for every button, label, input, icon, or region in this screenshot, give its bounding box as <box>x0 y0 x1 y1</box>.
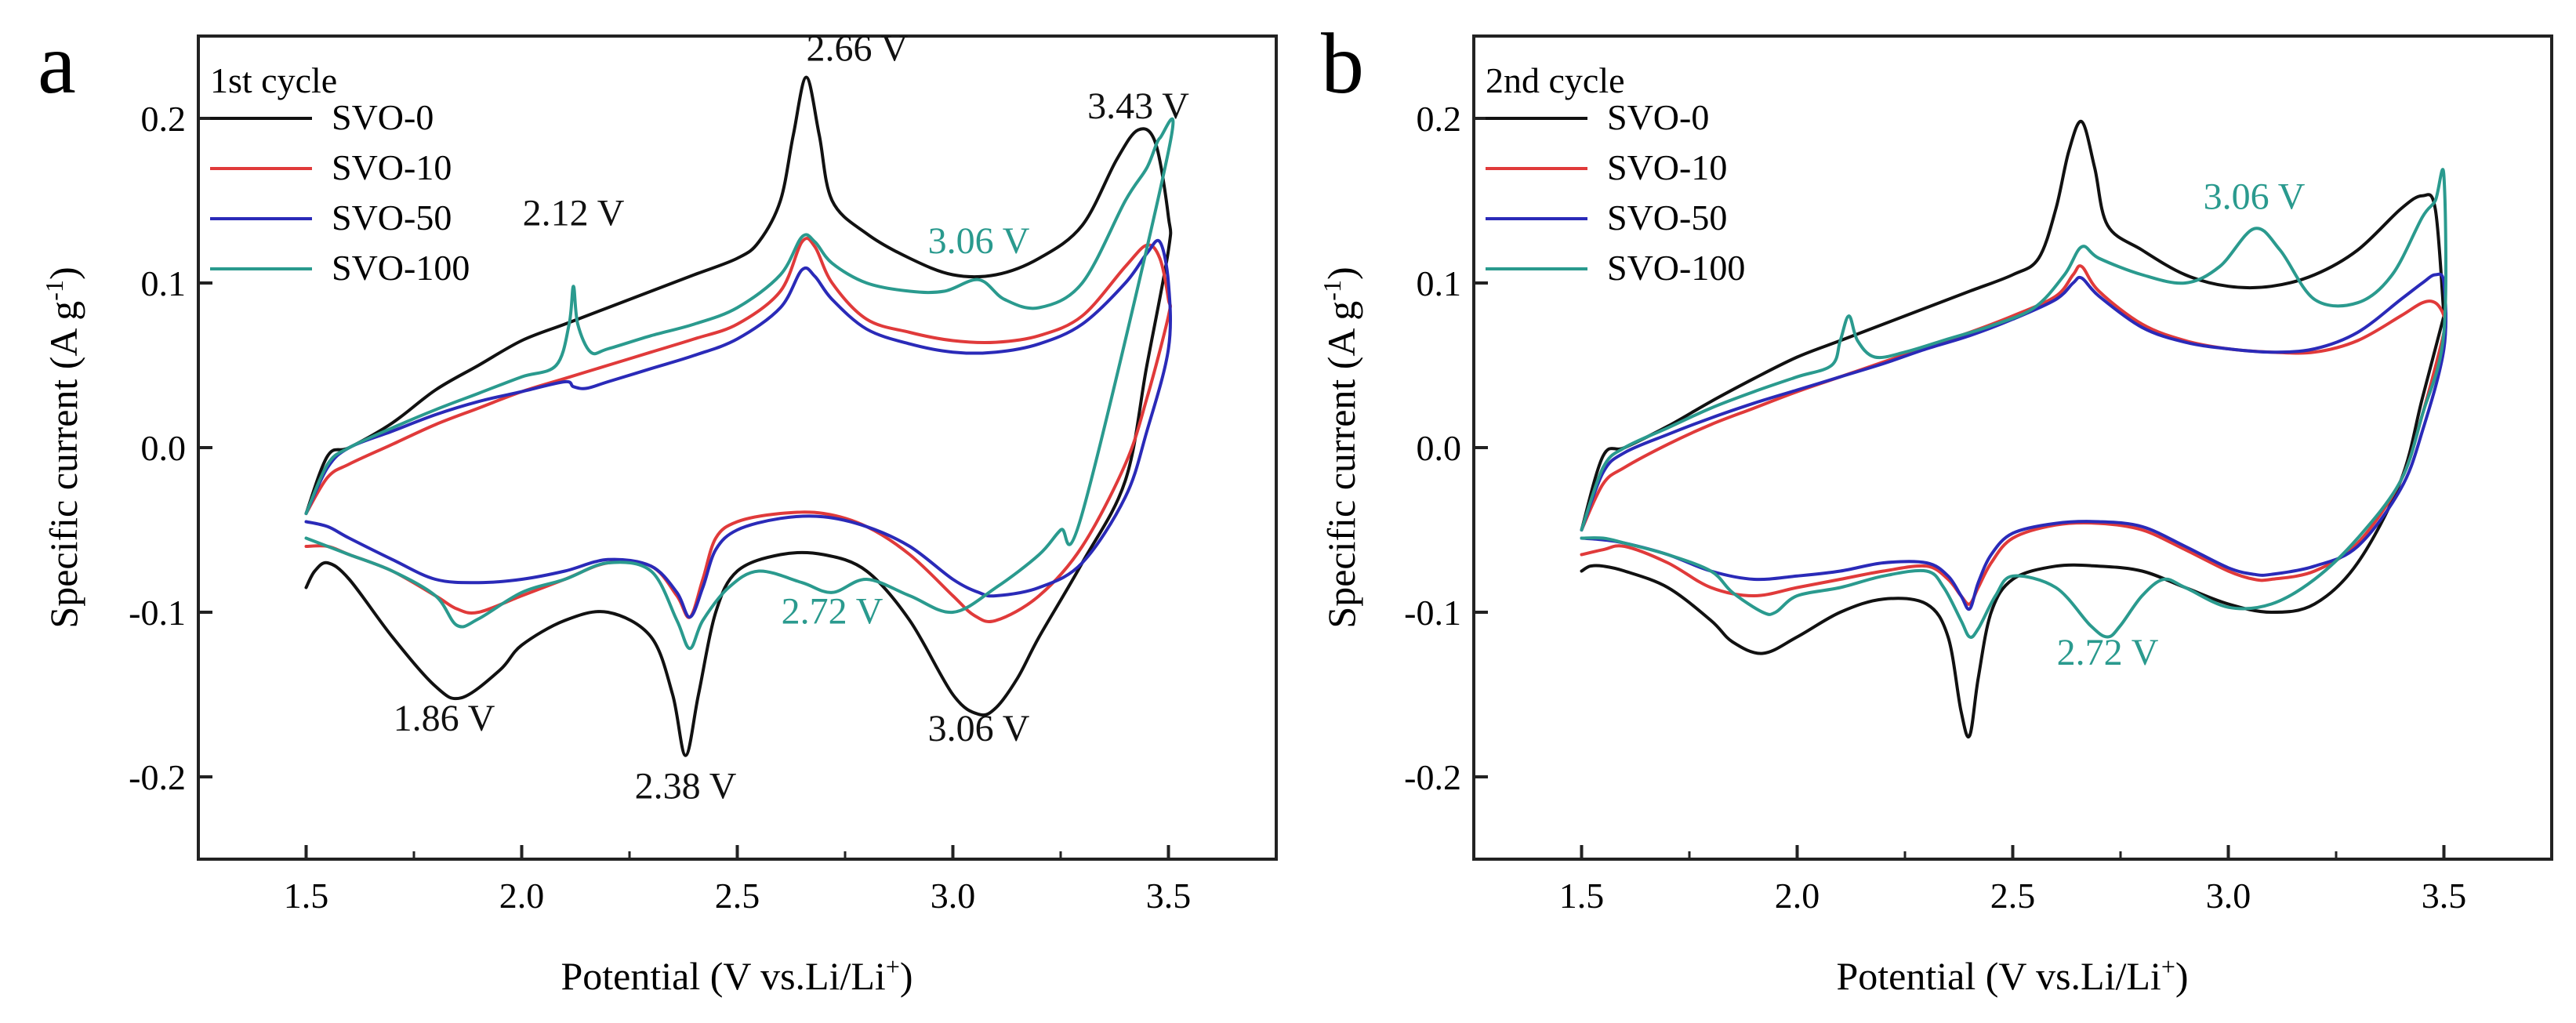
x-tick-label: 3.5 <box>1146 876 1192 916</box>
y-tick-label: -0.1 <box>1404 593 1461 633</box>
panel-b-x-axis-title: Potential (V vs.Li/Li+) <box>1836 952 2188 998</box>
panel-b-letter: b <box>1321 16 1364 111</box>
legend-label-svo-10: SVO-10 <box>332 147 452 187</box>
y-tick-label: 0.2 <box>1417 99 1462 139</box>
panel-a-curves <box>304 75 1175 757</box>
peak-annotation: 3.06 V <box>2204 176 2306 218</box>
x-tick-label: 1.5 <box>1559 876 1605 916</box>
legend-label-svo-50: SVO-50 <box>1607 198 1727 238</box>
panel-a-x-axis-title: Potential (V vs.Li/Li+) <box>561 952 912 998</box>
panel-a-legend: 1st cycle SVO-0 SVO-10 SVO-50 SVO-100 <box>210 60 470 288</box>
x-tick-label: 1.5 <box>284 876 329 916</box>
y-tick-label: 0.2 <box>141 99 187 139</box>
y-tick-label: -0.2 <box>1404 757 1461 797</box>
panel-b-curves <box>1580 120 2448 739</box>
panel-a-x-axis: 1.5 2.0 2.5 3.0 3.5 <box>197 845 1278 916</box>
panel-b-legend: 2nd cycle SVO-0 SVO-10 SVO-50 SVO-100 <box>1486 60 1745 288</box>
legend-label-svo-100: SVO-100 <box>1607 248 1745 288</box>
panel-a-letter: a <box>38 16 76 111</box>
panel-b-annotations: 3.06 V 2.72 V <box>2057 176 2306 674</box>
panel-a-legend-title: 1st cycle <box>210 60 337 100</box>
panel-b-x-axis: 1.5 2.0 2.5 3.0 3.5 <box>1472 845 2553 916</box>
series-line-svo-50 <box>1580 272 2448 611</box>
x-tick-label: 2.5 <box>715 876 760 916</box>
peak-annotation: 2.72 V <box>782 591 883 633</box>
panel-a-y-axis-title: Specific current (A g-1) <box>40 267 85 628</box>
peak-annotation: 3.06 V <box>928 220 1030 262</box>
peak-annotation: 1.86 V <box>394 698 495 739</box>
legend-label-svo-100: SVO-100 <box>332 248 470 288</box>
x-tick-label: 2.0 <box>1775 876 1820 916</box>
panel-a: a -0.2 -0.1 0.0 0.1 0.2 1.5 2.0 2.5 3.0 3.5 2.66… <box>38 16 1278 998</box>
x-tick-label: 3.0 <box>2206 876 2251 916</box>
y-tick-label: 0.1 <box>141 263 187 303</box>
peak-annotation: 2.66 V <box>807 28 909 70</box>
legend-label-svo-0: SVO-0 <box>332 97 434 137</box>
peak-annotation: 3.43 V <box>1087 85 1189 127</box>
legend-label-svo-50: SVO-50 <box>332 198 452 238</box>
series-line-svo-100 <box>1580 168 2448 639</box>
series-line-svo-100 <box>304 117 1175 651</box>
panel-b-y-axis-title: Specific current (A g-1) <box>1318 267 1363 628</box>
panel-b: b -0.2 -0.1 0.0 0.1 0.2 1.5 2.0 2.5 3.0 3.5 3.06… <box>1318 16 2553 998</box>
x-tick-label: 2.5 <box>1990 876 2036 916</box>
peak-annotation: 2.12 V <box>523 193 625 234</box>
legend-label-svo-0: SVO-0 <box>1607 97 1709 137</box>
panel-a-annotations: 2.66 V 3.43 V 2.12 V 3.06 V 2.72 V 1.86 V 2.38… <box>394 28 1190 807</box>
peak-annotation: 3.06 V <box>928 708 1030 749</box>
peak-annotation: 2.72 V <box>2057 632 2159 673</box>
peak-annotation: 2.38 V <box>635 765 737 807</box>
y-tick-label: 0.0 <box>141 428 187 468</box>
panel-b-y-axis: -0.2 -0.1 0.0 0.1 0.2 <box>1404 99 1488 797</box>
y-tick-label: -0.2 <box>129 757 186 797</box>
x-tick-label: 2.0 <box>499 876 545 916</box>
series-line-svo-0 <box>1580 120 2448 739</box>
y-tick-label: 0.1 <box>1417 263 1462 303</box>
panel-b-legend-title: 2nd cycle <box>1486 60 1625 100</box>
series-line-svo-10 <box>304 237 1172 624</box>
series-line-svo-0 <box>304 75 1173 757</box>
x-tick-label: 3.0 <box>931 876 976 916</box>
x-tick-label: 3.5 <box>2422 876 2467 916</box>
y-tick-label: -0.1 <box>129 593 186 633</box>
legend-label-svo-10: SVO-10 <box>1607 147 1727 187</box>
panel-a-y-axis: -0.2 -0.1 0.0 0.1 0.2 <box>129 99 212 797</box>
series-line-svo-50 <box>304 238 1173 619</box>
y-tick-label: 0.0 <box>1417 428 1462 468</box>
